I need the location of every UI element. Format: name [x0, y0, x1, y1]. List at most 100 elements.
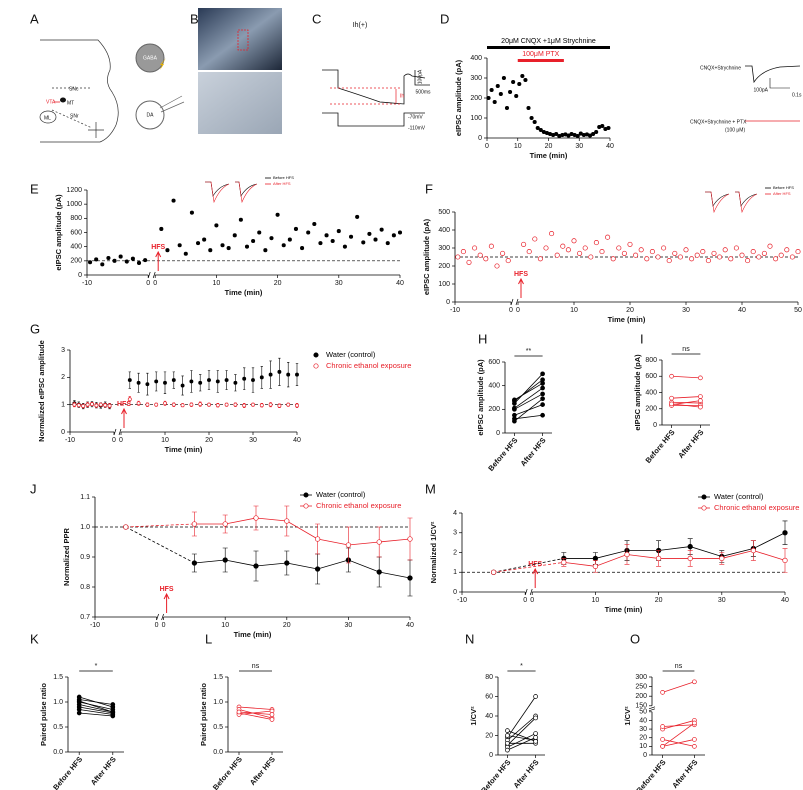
- pair-line: [671, 403, 701, 408]
- data-point: [81, 404, 86, 408]
- d-scale-y: 100pA: [754, 87, 769, 93]
- data-point: [407, 536, 413, 542]
- data-point: [489, 87, 494, 93]
- data-point: [677, 254, 683, 260]
- y-tick-label: 3: [453, 530, 457, 537]
- y-tick-label: 1200: [66, 187, 82, 194]
- data-point: [202, 237, 207, 242]
- data-point: [189, 210, 194, 215]
- data-point: [750, 249, 756, 255]
- pair-line: [514, 373, 543, 404]
- y-axis-label: Normalized PPR: [62, 527, 71, 586]
- data-point: [251, 378, 255, 383]
- data-point: [361, 240, 366, 245]
- data-point: [127, 378, 132, 383]
- data-point: [215, 403, 220, 408]
- hfs-label: HFS: [117, 401, 131, 408]
- x-tick-label: 30: [682, 307, 690, 314]
- x-tick-label: 10: [570, 307, 578, 314]
- legend-label: Chronic ethanol exposure: [316, 501, 401, 510]
- data-point: [269, 712, 275, 717]
- y-axis-label: eIPSC amplitude (pA): [454, 59, 463, 136]
- data-point: [494, 263, 500, 269]
- label-vta: VTA: [46, 99, 56, 105]
- data-point: [324, 233, 329, 238]
- data-point: [224, 402, 229, 407]
- data-point: [488, 243, 494, 249]
- data-point: [540, 402, 545, 407]
- panel-label: A: [30, 11, 39, 26]
- x-tick-label: After HFS: [670, 758, 699, 790]
- data-point: [722, 247, 728, 253]
- y-tick-label: 200: [438, 263, 450, 270]
- y-tick-label: 50: [639, 709, 647, 716]
- data-point: [183, 251, 188, 256]
- data-point: [660, 690, 665, 695]
- x-tick-label: 20: [626, 307, 634, 314]
- x-tick-label: 0: [516, 307, 520, 314]
- pair-line: [671, 396, 701, 399]
- panel-label: K: [30, 631, 39, 646]
- panel-label: I: [640, 331, 644, 346]
- data-point: [537, 256, 543, 262]
- label-snc: SNc: [69, 86, 79, 92]
- d-trace-note: (100 μM): [725, 127, 745, 133]
- data-point: [591, 131, 596, 137]
- c-scale-y: 100pA: [417, 69, 423, 84]
- data-point: [521, 241, 527, 247]
- x-tick-label: 0: [146, 280, 150, 287]
- data-point: [549, 231, 555, 237]
- data-point: [171, 198, 176, 203]
- treatment-bar: [487, 46, 610, 49]
- data-point: [498, 91, 503, 97]
- x-tick-label: After HFS: [248, 755, 277, 787]
- x-tick-label: After HFS: [89, 755, 118, 787]
- x-tick-label: 10: [592, 597, 600, 604]
- data-point: [94, 403, 99, 408]
- pair-line: [507, 733, 536, 748]
- c-vstep: -110mV: [408, 125, 426, 131]
- x-tick-label: 0: [153, 280, 157, 287]
- y-tick-label: 0: [78, 272, 82, 279]
- data-point: [251, 402, 255, 407]
- data-point: [336, 229, 341, 234]
- data-point: [376, 539, 382, 545]
- data-point: [477, 252, 483, 258]
- panel-label: D: [440, 11, 449, 26]
- hfs-label: HFS: [160, 586, 174, 593]
- c-scale-x: 500ms: [415, 89, 431, 95]
- data-point: [666, 258, 672, 264]
- data-point: [533, 735, 538, 740]
- data-point: [313, 352, 319, 358]
- data-point: [269, 717, 275, 722]
- data-point: [277, 369, 282, 374]
- axis-break: [156, 613, 164, 621]
- data-point: [669, 373, 674, 379]
- data-point: [689, 256, 695, 262]
- data-point: [397, 230, 403, 235]
- data-point: [123, 524, 129, 530]
- data-point: [345, 542, 352, 548]
- data-point: [163, 401, 167, 406]
- y-tick-label: 600: [645, 373, 657, 380]
- y-tick-label: 250: [635, 683, 647, 690]
- series-line: [563, 532, 786, 559]
- data-point: [514, 93, 519, 99]
- y-axis-label: eIPSC amplitude (pA): [422, 218, 431, 295]
- image-low-mag: [198, 8, 282, 70]
- y-tick-label: 1000: [66, 201, 82, 208]
- y-tick-label: 200: [488, 406, 500, 413]
- data-point: [191, 521, 198, 527]
- data-point: [745, 258, 751, 264]
- data-point: [694, 252, 700, 258]
- data-point: [739, 252, 745, 258]
- data-point: [701, 494, 707, 500]
- y-axis-label: Paired pulse ratio: [199, 683, 208, 746]
- y-tick-label: 20: [639, 735, 647, 742]
- pair-line: [79, 712, 113, 717]
- label-ml: ML: [44, 115, 51, 121]
- pair-line: [507, 696, 536, 738]
- data-point: [540, 396, 545, 402]
- axis-break: [524, 588, 533, 596]
- data-point: [638, 247, 644, 253]
